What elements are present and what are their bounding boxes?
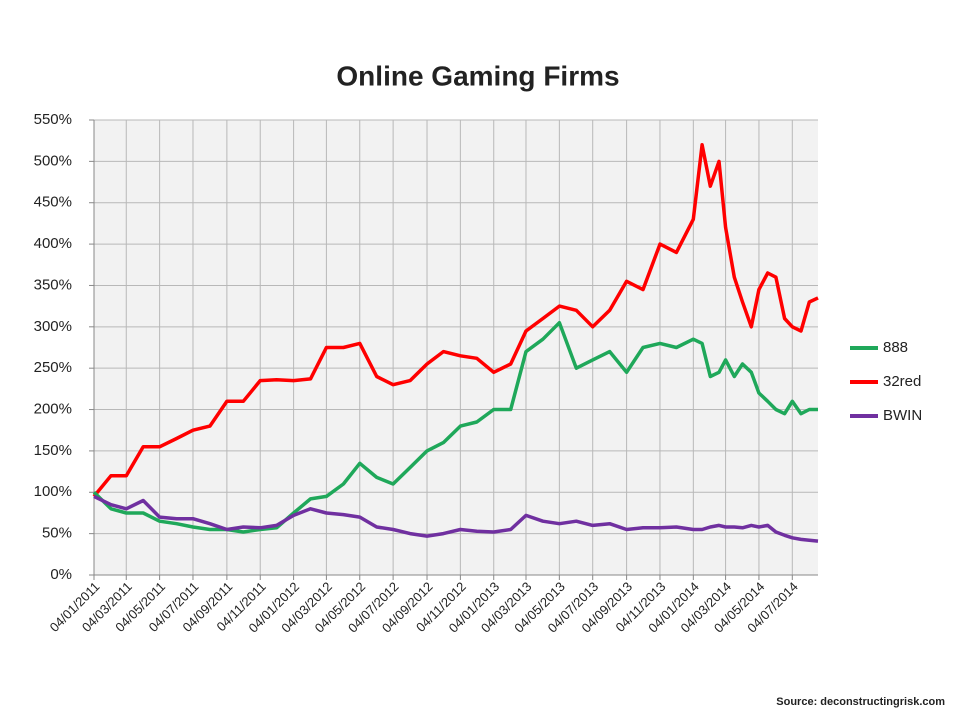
y-tick-label: 150% [34, 442, 72, 459]
y-tick-label: 50% [42, 525, 72, 542]
chart-title: Online Gaming Firms [336, 60, 619, 91]
y-tick-label: 300% [34, 318, 72, 335]
legend-label: 32red [883, 373, 921, 390]
series-line [92, 320, 818, 534]
series-line [92, 143, 819, 498]
y-tick-label: 500% [34, 152, 72, 169]
y-tick-label: 550% [34, 111, 72, 128]
y-tick-label: 350% [34, 276, 72, 293]
y-tick-label: 200% [34, 401, 72, 418]
series-line [93, 494, 819, 543]
y-tick-label: 250% [34, 359, 72, 376]
y-tick-label: 100% [34, 483, 72, 500]
y-tick-label: 450% [34, 194, 72, 211]
y-tick-label: 400% [34, 235, 72, 252]
legend-label: BWIN [883, 407, 922, 424]
legend-label: 888 [883, 339, 908, 356]
y-tick-label: 0% [50, 566, 72, 583]
source: Source: deconstructingrisk.com [776, 696, 945, 708]
plot-area [94, 120, 818, 575]
